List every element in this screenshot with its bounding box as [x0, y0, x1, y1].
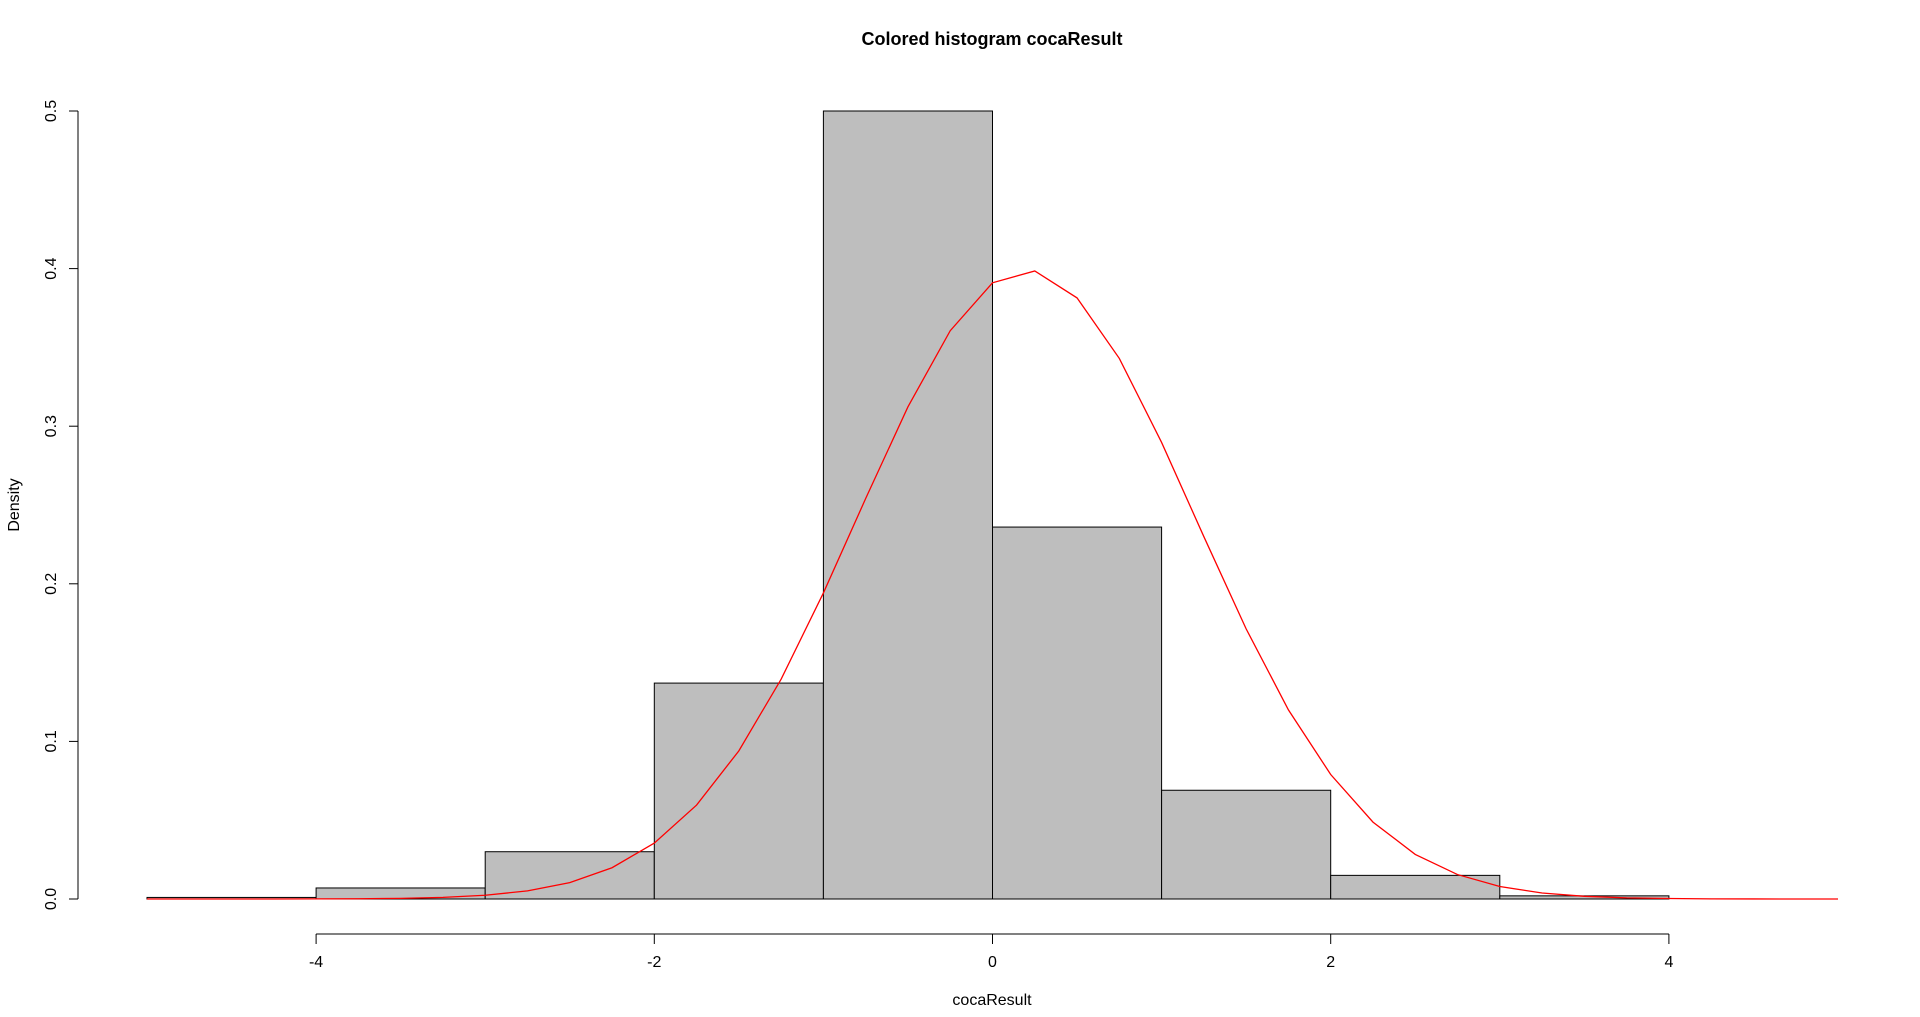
bar	[822, 110, 994, 900]
bar	[1161, 789, 1332, 900]
y-axis-label: Density	[6, 478, 23, 531]
bar	[653, 682, 824, 900]
x-tick-label: 4	[1664, 954, 1673, 971]
y-tick-label: 0.5	[43, 100, 60, 122]
y-tick-label: 0.4	[43, 257, 60, 279]
x-tick-label: 2	[1326, 954, 1335, 971]
x-tick-label: -4	[309, 954, 323, 971]
y-tick-label: 0.2	[43, 573, 60, 595]
x-axis-label: cocaResult	[952, 992, 1032, 1009]
density-curve	[147, 270, 1839, 900]
y-tick-label: 0.1	[43, 730, 60, 752]
bar	[484, 851, 655, 900]
chart-title: Colored histogram cocaResult	[861, 29, 1122, 49]
x-tick-label: 0	[988, 954, 997, 971]
bar	[315, 887, 486, 900]
y-tick-label: 0.3	[43, 415, 60, 437]
x-tick-label: -2	[647, 954, 661, 971]
bar	[992, 526, 1163, 900]
y-tick-label: 0.0	[43, 888, 60, 910]
